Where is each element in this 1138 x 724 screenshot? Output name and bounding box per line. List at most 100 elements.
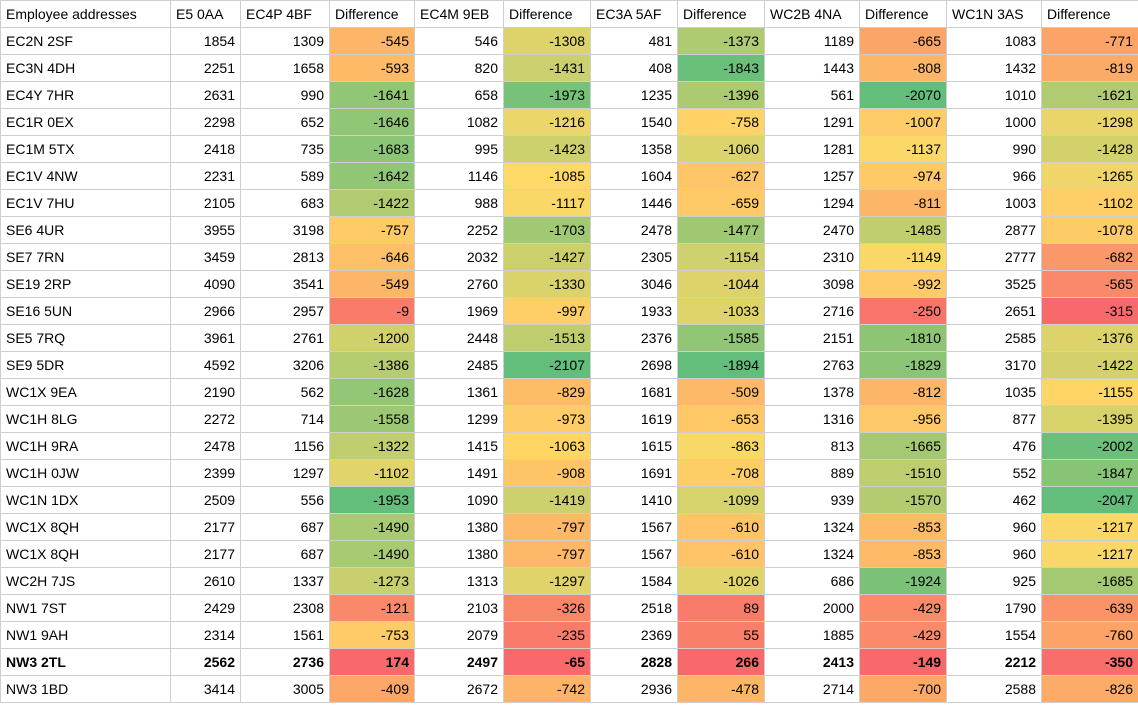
cell-value[interactable]: 889 [764,459,860,487]
cell-difference[interactable]: -1973 [503,81,591,109]
cell-value[interactable]: 2231 [170,162,241,190]
cell-value[interactable]: 2103 [414,594,504,622]
cell-difference[interactable]: -760 [1041,621,1138,649]
cell-value[interactable]: 3525 [946,270,1042,298]
cell-value[interactable]: 1540 [590,108,678,136]
cell-difference[interactable]: 89 [677,594,765,622]
cell-value[interactable]: 1003 [946,189,1042,217]
cell-difference[interactable]: -1376 [1041,324,1138,352]
cell-difference[interactable]: -1322 [329,432,415,460]
cell-difference[interactable]: -1308 [503,27,591,55]
cell-difference[interactable]: -1423 [503,135,591,163]
cell-value[interactable]: 1584 [590,567,678,595]
cell-employee-address[interactable]: NW1 7ST [0,594,171,622]
cell-value[interactable]: 3955 [170,216,241,244]
cell-value[interactable]: 2177 [170,513,241,541]
header-postcode[interactable]: WC1N 3AS [946,0,1042,28]
cell-value[interactable]: 1358 [590,135,678,163]
cell-value[interactable]: 561 [764,81,860,109]
cell-value[interactable]: 1324 [764,540,860,568]
cell-employee-address[interactable]: WC1H 9RA [0,432,171,460]
cell-difference[interactable]: -9 [329,297,415,325]
cell-value[interactable]: 1790 [946,594,1042,622]
cell-value[interactable]: 2413 [764,648,860,676]
cell-value[interactable]: 2079 [414,621,504,649]
cell-value[interactable]: 1189 [764,27,860,55]
cell-value[interactable]: 2763 [764,351,860,379]
cell-difference[interactable]: -1621 [1041,81,1138,109]
cell-difference[interactable]: -1953 [329,486,415,514]
cell-difference[interactable]: -1642 [329,162,415,190]
cell-value[interactable]: 1432 [946,54,1042,82]
cell-difference[interactable]: -1026 [677,567,765,595]
cell-difference[interactable]: -65 [503,648,591,676]
cell-value[interactable]: 2966 [170,297,241,325]
cell-employee-address[interactable]: EC3N 4DH [0,54,171,82]
header-postcode[interactable]: EC3A 5AF [590,0,678,28]
cell-value[interactable]: 2716 [764,297,860,325]
cell-value[interactable]: 1000 [946,108,1042,136]
cell-value[interactable]: 2761 [240,324,330,352]
cell-value[interactable]: 2518 [590,594,678,622]
cell-difference[interactable]: -315 [1041,297,1138,325]
cell-difference[interactable]: -1641 [329,81,415,109]
cell-value[interactable]: 1969 [414,297,504,325]
cell-value[interactable]: 481 [590,27,678,55]
cell-difference[interactable]: -826 [1041,675,1138,703]
cell-difference[interactable]: -1485 [859,216,947,244]
header-postcode[interactable]: EC4P 4BF [240,0,330,28]
cell-value[interactable]: 2470 [764,216,860,244]
cell-value[interactable]: 3170 [946,351,1042,379]
cell-value[interactable]: 2418 [170,135,241,163]
cell-value[interactable]: 3198 [240,216,330,244]
cell-difference[interactable]: -639 [1041,594,1138,622]
cell-value[interactable]: 2429 [170,594,241,622]
cell-difference[interactable]: -1395 [1041,405,1138,433]
cell-employee-address[interactable]: NW1 9AH [0,621,171,649]
cell-difference[interactable]: 55 [677,621,765,649]
cell-value[interactable]: 2585 [946,324,1042,352]
cell-difference[interactable]: -1063 [503,432,591,460]
cell-difference[interactable]: 174 [329,648,415,676]
cell-value[interactable]: 3098 [764,270,860,298]
cell-value[interactable]: 1604 [590,162,678,190]
cell-value[interactable]: 2631 [170,81,241,109]
cell-value[interactable]: 2298 [170,108,241,136]
cell-value[interactable]: 2813 [240,243,330,271]
cell-value[interactable]: 686 [764,567,860,595]
cell-value[interactable]: 1156 [240,432,330,460]
cell-difference[interactable]: -1570 [859,486,947,514]
cell-difference[interactable]: -350 [1041,648,1138,676]
cell-difference[interactable]: -1513 [503,324,591,352]
cell-employee-address[interactable]: WC1X 8QH [0,540,171,568]
cell-employee-address[interactable]: SE6 4UR [0,216,171,244]
cell-difference[interactable]: -819 [1041,54,1138,82]
header-difference[interactable]: Difference [503,0,591,28]
cell-value[interactable]: 1082 [414,108,504,136]
cell-difference[interactable]: -812 [859,378,947,406]
cell-difference[interactable]: -1298 [1041,108,1138,136]
cell-value[interactable]: 1446 [590,189,678,217]
cell-difference[interactable]: -1490 [329,540,415,568]
cell-difference[interactable]: -1386 [329,351,415,379]
cell-difference[interactable]: -753 [329,621,415,649]
cell-value[interactable]: 3459 [170,243,241,271]
cell-value[interactable]: 1090 [414,486,504,514]
cell-value[interactable]: 1691 [590,459,678,487]
cell-difference[interactable]: -1099 [677,486,765,514]
cell-difference[interactable]: -1060 [677,135,765,163]
cell-employee-address[interactable]: WC1H 0JW [0,459,171,487]
cell-difference[interactable]: -610 [677,540,765,568]
cell-value[interactable]: 658 [414,81,504,109]
cell-difference[interactable]: -1396 [677,81,765,109]
cell-employee-address[interactable]: SE9 5DR [0,351,171,379]
cell-difference[interactable]: -429 [859,594,947,622]
cell-value[interactable]: 462 [946,486,1042,514]
cell-value[interactable]: 2562 [170,648,241,676]
cell-value[interactable]: 2272 [170,405,241,433]
cell-value[interactable]: 1491 [414,459,504,487]
cell-difference[interactable]: -509 [677,378,765,406]
cell-employee-address[interactable]: WC2H 7JS [0,567,171,595]
cell-difference[interactable]: -409 [329,675,415,703]
cell-value[interactable]: 1035 [946,378,1042,406]
